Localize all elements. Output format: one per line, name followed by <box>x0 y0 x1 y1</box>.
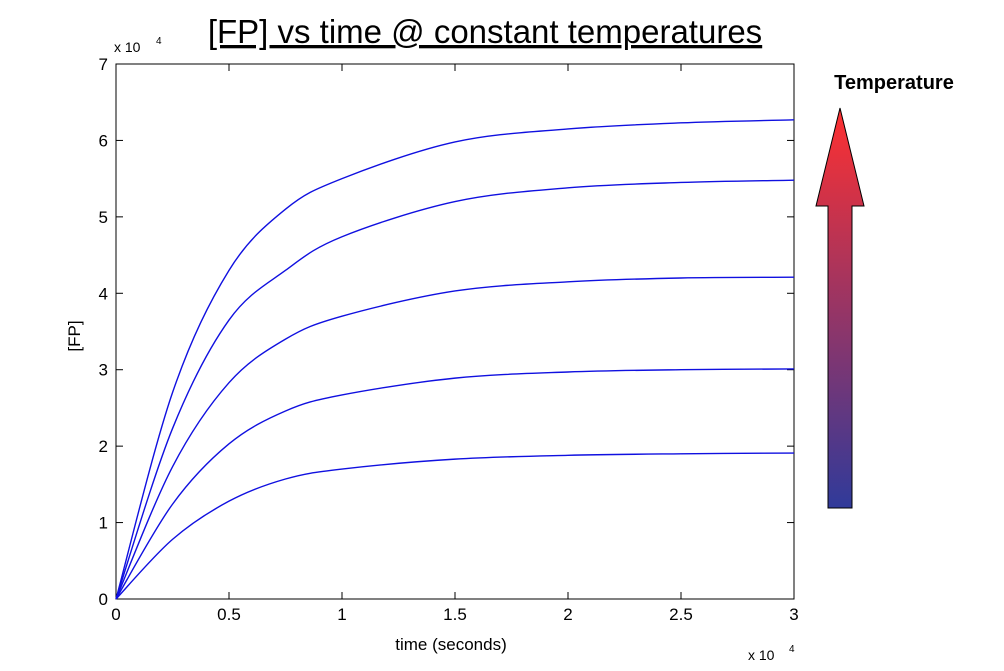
y-axis-ticks: 0 1 2 3 4 5 6 7 <box>99 55 794 609</box>
series-lines <box>115 119 795 600</box>
x-tick-label: 3 <box>789 605 798 624</box>
y-tick-label: 0 <box>99 590 108 609</box>
y-tick-label: 1 <box>99 514 108 533</box>
y-tick-label: 6 <box>99 131 108 150</box>
y-multiplier: x 10 4 <box>114 36 162 55</box>
y-tick-label: 2 <box>99 437 108 456</box>
y-multiplier-base: x 10 <box>114 39 141 55</box>
x-multiplier-base: x 10 <box>748 647 775 663</box>
x-tick-label: 2 <box>563 605 572 624</box>
y-axis-label: [FP] <box>65 320 84 351</box>
x-tick-label: 1.5 <box>443 605 467 624</box>
series-line-4 <box>115 179 795 600</box>
plot-area <box>115 63 795 600</box>
temperature-arrow-icon <box>815 107 865 509</box>
series-line-1 <box>115 452 795 600</box>
x-tick-label: 0 <box>111 605 120 624</box>
y-multiplier-exponent: 4 <box>156 36 162 47</box>
chart-title: [FP] vs time @ constant temperatures <box>208 13 762 50</box>
series-line-2 <box>115 368 795 600</box>
y-tick-label: 7 <box>99 55 108 74</box>
x-axis-label: time (seconds) <box>395 635 506 654</box>
x-axis-ticks: 0 0.5 1 1.5 2 2.5 3 <box>111 64 799 624</box>
series-line-3 <box>115 276 795 600</box>
y-tick-label: 5 <box>99 208 108 227</box>
x-tick-label: 0.5 <box>217 605 241 624</box>
series-line-5 <box>115 119 795 600</box>
temperature-annotation: Temperature <box>815 72 954 509</box>
x-tick-label: 2.5 <box>669 605 693 624</box>
x-multiplier: x 10 4 <box>748 644 795 663</box>
y-tick-label: 4 <box>99 284 108 303</box>
x-tick-label: 1 <box>337 605 346 624</box>
y-tick-label: 3 <box>99 361 108 380</box>
temperature-label: Temperature <box>834 72 954 94</box>
x-multiplier-exponent: 4 <box>789 644 795 655</box>
